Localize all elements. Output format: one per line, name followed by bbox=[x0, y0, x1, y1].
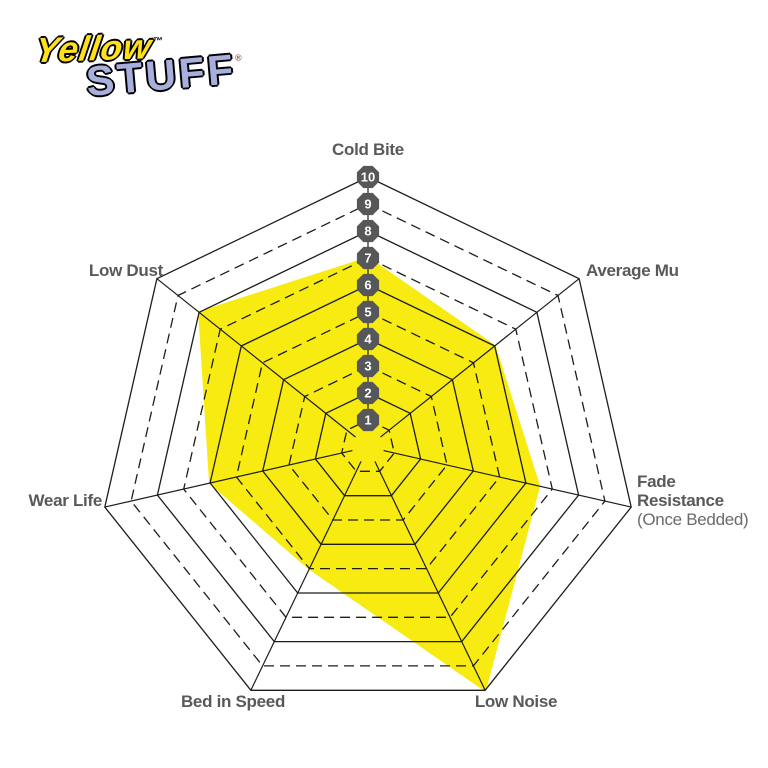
axis-label-average-mu: Average Mu bbox=[586, 261, 679, 280]
radar-grid-ring-8 bbox=[156, 230, 580, 643]
axis-label-wear-life: Wear Life bbox=[28, 491, 102, 510]
axis-label-cold-bite: Cold Bite bbox=[332, 140, 404, 159]
scale-badge-8 bbox=[356, 219, 380, 243]
registered-symbol: ® bbox=[234, 52, 243, 64]
scale-badge-1 bbox=[356, 408, 380, 432]
radar-grid-ring-5 bbox=[235, 311, 501, 570]
scale-badge-label-6: 6 bbox=[364, 278, 371, 293]
scale-badge-5 bbox=[356, 300, 380, 324]
yellowstuff-logo: Yellow™ STUFF® bbox=[33, 27, 242, 123]
radar-axis-spoke-1 bbox=[380, 278, 580, 438]
radar-axis-spoke-2 bbox=[383, 449, 632, 508]
scale-badge-6 bbox=[356, 273, 380, 297]
radar-grid-ring-4 bbox=[261, 338, 475, 545]
scale-badge-label-7: 7 bbox=[364, 251, 371, 266]
axis-label-low-noise: Low Noise bbox=[474, 692, 558, 711]
radar-data-polygon bbox=[198, 257, 541, 692]
scale-badge-2 bbox=[356, 381, 380, 405]
trademark-symbol: ™ bbox=[151, 35, 164, 48]
radar-grid-ring-6 bbox=[209, 284, 527, 594]
radar-grid-ring-9 bbox=[130, 203, 606, 667]
radar-axis-spoke-5 bbox=[104, 449, 353, 508]
scale-badge-7 bbox=[356, 246, 380, 270]
scale-badge-label-5: 5 bbox=[364, 305, 371, 320]
radar-grid-ring-1 bbox=[340, 419, 396, 472]
radar-axis-spoke-3 bbox=[374, 461, 486, 691]
scale-badge-10 bbox=[356, 165, 380, 189]
axis-label-fade-resistance-sub: (Once Bedded) bbox=[637, 510, 749, 529]
axis-label-fade-resistance-main: Fade Resistance bbox=[637, 472, 724, 510]
scale-badge-3 bbox=[356, 354, 380, 378]
scale-badge-label-4: 4 bbox=[364, 332, 372, 347]
scale-badge-4 bbox=[356, 327, 380, 351]
scale-badge-label-10: 10 bbox=[361, 170, 375, 185]
scale-badge-9 bbox=[356, 192, 380, 216]
radar-grid-ring-10 bbox=[104, 176, 632, 691]
scale-badge-label-9: 9 bbox=[364, 197, 371, 212]
axis-label-low-dust: Low Dust bbox=[88, 261, 163, 280]
scale-badge-label-8: 8 bbox=[364, 224, 371, 239]
scale-badge-label-1: 1 bbox=[364, 413, 371, 428]
radar-axis-spoke-6 bbox=[156, 278, 356, 438]
radar-grid-ring-2 bbox=[314, 392, 422, 497]
radar-grid-ring-3 bbox=[288, 365, 448, 521]
scale-badge-label-2: 2 bbox=[364, 386, 371, 401]
scale-badge-label-3: 3 bbox=[364, 359, 371, 374]
axis-label-fade-resistance: Fade Resistance (Once Bedded) bbox=[637, 472, 749, 529]
radar-axis-spoke-4 bbox=[250, 461, 362, 691]
axis-label-bed-in-speed: Bed in Speed bbox=[180, 692, 286, 711]
